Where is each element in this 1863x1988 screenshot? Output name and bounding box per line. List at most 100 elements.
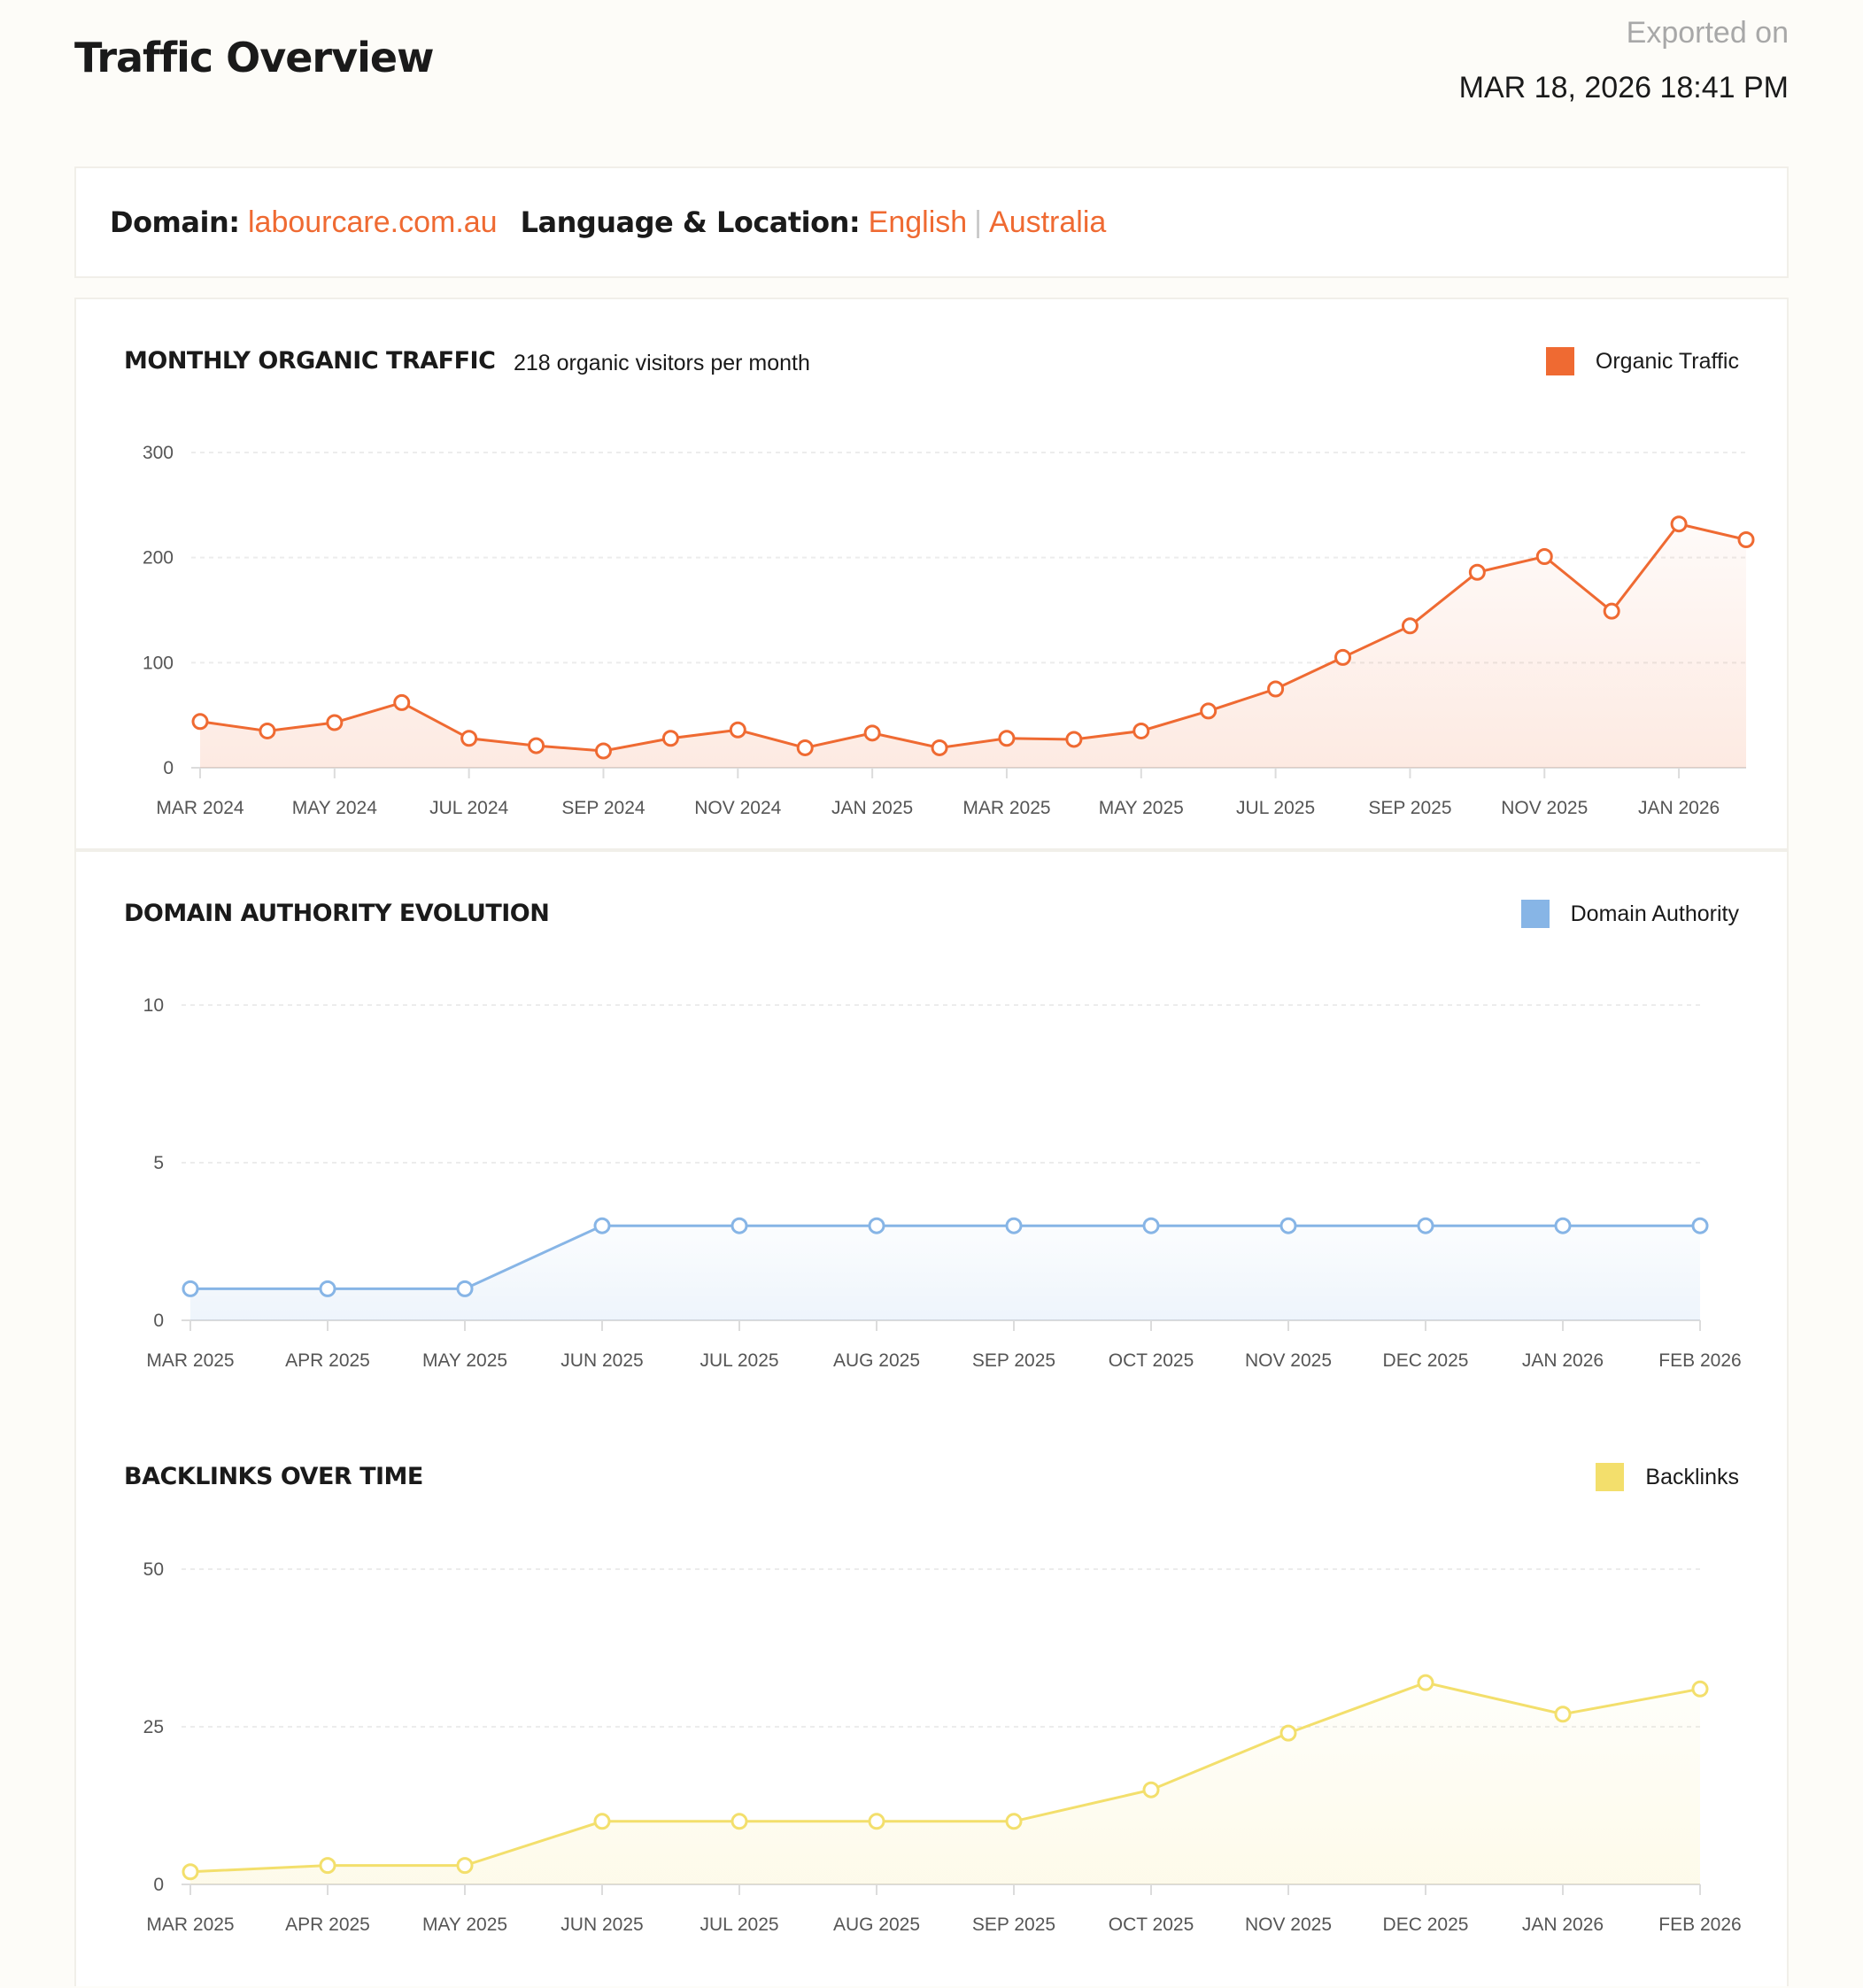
domain-authority-legend-label: Domain Authority [1570, 901, 1739, 926]
organic-data-point [1200, 702, 1218, 720]
backlinks-legend-label: Backlinks [1645, 1464, 1739, 1489]
authority-backlinks-panel: DOMAIN AUTHORITY EVOLUTION Domain Author… [74, 850, 1789, 1986]
authority-data-point [182, 1280, 199, 1297]
export-date: MAR 18, 2026 18:41 PM [1458, 71, 1789, 104]
organic-y-tick-label: 300 [143, 443, 174, 463]
backlinks-x-tick-label: MAY 2025 [422, 1915, 507, 1935]
authority-data-point [1417, 1217, 1434, 1234]
backlinks-series-line [189, 1681, 1701, 1874]
backlinks-x-tick-label: OCT 2025 [1109, 1915, 1194, 1935]
organic-area [200, 523, 1746, 768]
backlinks-y-tick-label: 50 [143, 1559, 164, 1580]
organic-data-point [931, 739, 948, 756]
backlinks-x-tick-label: MAR 2025 [146, 1915, 234, 1935]
organic-x-tick-label: MAR 2025 [962, 798, 1050, 818]
authority-x-tick-label: MAR 2025 [146, 1350, 234, 1371]
organic-data-point [326, 714, 344, 731]
export-label: Exported on [1626, 16, 1789, 50]
backlinks-data-point [319, 1857, 336, 1875]
backlinks-title: BACKLINKS OVER TIME [124, 1463, 423, 1490]
organic-data-point [661, 730, 679, 747]
organic-data-point [1334, 648, 1352, 666]
organic-traffic-legend-swatch [1545, 347, 1574, 375]
backlinks-data-point [456, 1857, 474, 1875]
organic-traffic-chart: 0 100 200 300 MAR 2024 MAY 2024 JUL 2024 SEP 20… [143, 443, 1755, 818]
backlinks-data-point [1554, 1706, 1572, 1723]
organic-data-point [1737, 530, 1755, 548]
backlinks-x-tick-label: JAN 2026 [1522, 1915, 1604, 1935]
backlinks-data-point [1279, 1724, 1297, 1742]
authority-data-point [868, 1217, 885, 1234]
backlinks-x-tick-label: FEB 2026 [1658, 1915, 1741, 1935]
authority-x-tick-label: JAN 2026 [1522, 1350, 1604, 1371]
authority-area [190, 1226, 1700, 1320]
domain-label: Domain: [110, 205, 240, 239]
authority-x-tick-label: FEB 2026 [1658, 1350, 1741, 1371]
organic-x-tick-label: NOV 2024 [694, 798, 781, 818]
organic-traffic-subtitle: 218 organic visitors per month [514, 351, 810, 375]
backlinks-x-tick-label: DEC 2025 [1383, 1915, 1469, 1935]
authority-x-tick-label: DEC 2025 [1383, 1350, 1469, 1371]
organic-x-tick-label: MAY 2025 [1099, 798, 1184, 818]
backlinks-data-point [1691, 1680, 1709, 1698]
organic-data-point [259, 722, 276, 739]
authority-data-point [456, 1280, 474, 1297]
organic-y-tick-label: 200 [143, 548, 174, 569]
backlinks-data-point [1142, 1781, 1160, 1798]
organic-traffic-title: MONTHLY ORGANIC TRAFFIC [124, 347, 496, 375]
backlinks-data-point [868, 1813, 885, 1830]
organic-data-point [1267, 680, 1285, 698]
language-location-label: Language & Location: [520, 205, 861, 239]
backlinks-data-point [731, 1813, 748, 1830]
organic-data-point [460, 730, 478, 747]
language-value[interactable]: English [868, 205, 968, 239]
organic-x-tick-label: JUL 2025 [1236, 798, 1315, 818]
organic-data-point [1132, 722, 1150, 739]
organic-data-point [863, 724, 881, 742]
organic-data-point [594, 742, 612, 760]
authority-y-tick-label: 0 [153, 1311, 164, 1331]
backlinks-legend[interactable]: Backlinks [1596, 1463, 1739, 1491]
organic-x-tick-label: SEP 2024 [561, 798, 645, 818]
organic-x-tick-label: SEP 2025 [1368, 798, 1451, 818]
authority-backlinks-charts: 0 5 10 MAR 2025 APR 2025 MAY 2025 JUN 2025 JUL … [143, 995, 1742, 1935]
authority-data-point [1554, 1217, 1572, 1234]
organic-x-tick-label: MAY 2024 [292, 798, 377, 818]
location-value[interactable]: Australia [989, 205, 1107, 239]
domain-authority-legend[interactable]: Domain Authority [1520, 900, 1739, 928]
organic-x-tick-label: NOV 2025 [1501, 798, 1588, 818]
language-location-separator: | [974, 205, 983, 239]
organic-data-point [1468, 563, 1486, 581]
authority-x-tick-label: JUL 2025 [700, 1350, 778, 1371]
organic-data-point [729, 721, 746, 739]
domain-authority-legend-swatch [1520, 900, 1550, 928]
organic-traffic-legend[interactable]: Organic Traffic [1545, 347, 1739, 375]
authority-data-point [731, 1217, 748, 1234]
organic-data-point [1535, 547, 1553, 565]
domain-info-card: Domain: labourcare.com.au Language & Loc… [74, 166, 1789, 278]
domain-value[interactable]: labourcare.com.au [247, 205, 498, 239]
authority-y-tick-label: 5 [153, 1153, 164, 1173]
backlinks-x-tick-label: SEP 2025 [972, 1915, 1055, 1935]
backlinks-x-tick-label: AUG 2025 [833, 1915, 920, 1935]
authority-data-point [1691, 1217, 1709, 1234]
organic-y-tick-label: 100 [143, 653, 174, 673]
organic-series-line [199, 522, 1747, 753]
organic-y-tick-label: 0 [163, 758, 174, 778]
authority-x-tick-label: SEP 2025 [972, 1350, 1055, 1371]
authority-data-point [1142, 1217, 1160, 1234]
authority-x-tick-label: APR 2025 [285, 1350, 370, 1371]
authority-x-tick-label: NOV 2025 [1245, 1350, 1332, 1371]
organic-traffic-legend-label: Organic Traffic [1595, 348, 1739, 374]
backlinks-x-tick-label: NOV 2025 [1245, 1915, 1332, 1935]
backlinks-x-tick-label: JUN 2025 [560, 1915, 643, 1935]
organic-data-point [1401, 617, 1419, 635]
authority-x-tick-label: OCT 2025 [1109, 1350, 1194, 1371]
backlinks-data-point [182, 1863, 199, 1881]
backlinks-data-point [593, 1813, 611, 1830]
backlinks-legend-swatch [1596, 1463, 1625, 1491]
organic-data-point [528, 737, 545, 754]
domain-authority-title: DOMAIN AUTHORITY EVOLUTION [124, 900, 550, 927]
authority-data-point [1279, 1217, 1297, 1234]
authority-data-point [319, 1280, 336, 1297]
